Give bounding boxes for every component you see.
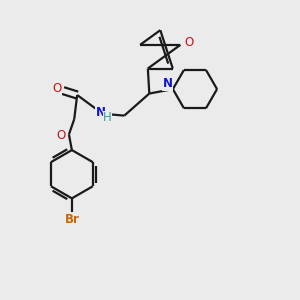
Text: N: N: [163, 77, 172, 90]
Text: Br: Br: [64, 213, 79, 226]
Text: H: H: [103, 112, 112, 124]
Text: O: O: [184, 36, 193, 49]
Text: O: O: [56, 129, 65, 142]
Text: N: N: [96, 106, 106, 119]
Text: O: O: [52, 82, 61, 95]
